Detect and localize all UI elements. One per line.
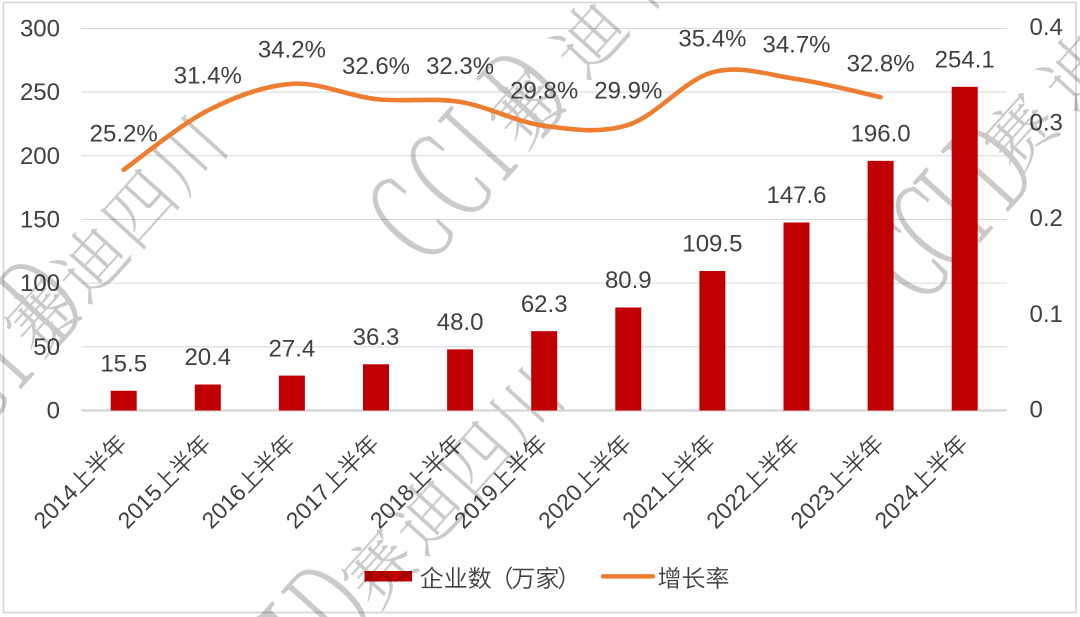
svg-text:32.8%: 32.8% <box>847 51 915 78</box>
svg-text:34.7%: 34.7% <box>762 32 830 59</box>
svg-text:31.4%: 31.4% <box>174 63 242 90</box>
svg-text:200: 200 <box>20 143 60 170</box>
svg-text:0: 0 <box>47 398 60 425</box>
svg-text:32.3%: 32.3% <box>426 53 494 80</box>
svg-text:36.3: 36.3 <box>353 324 400 351</box>
svg-text:0.1: 0.1 <box>1030 301 1063 328</box>
svg-text:27.4: 27.4 <box>269 335 316 362</box>
svg-text:80.9: 80.9 <box>605 267 652 294</box>
svg-text:48.0: 48.0 <box>437 309 484 336</box>
svg-text:147.6: 147.6 <box>766 182 826 209</box>
svg-text:150: 150 <box>20 206 60 233</box>
svg-text:29.8%: 29.8% <box>510 78 578 105</box>
svg-text:254.1: 254.1 <box>935 47 995 74</box>
svg-text:29.9%: 29.9% <box>594 78 662 105</box>
svg-text:109.5: 109.5 <box>682 231 742 258</box>
svg-text:62.3: 62.3 <box>521 291 568 318</box>
svg-text:35.4%: 35.4% <box>678 26 746 53</box>
svg-text:32.6%: 32.6% <box>342 53 410 80</box>
svg-text:15.5: 15.5 <box>100 351 147 378</box>
svg-text:0.4: 0.4 <box>1030 14 1063 41</box>
svg-text:250: 250 <box>20 79 60 106</box>
svg-text:34.2%: 34.2% <box>258 37 326 64</box>
svg-text:196.0: 196.0 <box>851 121 911 148</box>
svg-text:0.2: 0.2 <box>1030 205 1063 232</box>
svg-text:0: 0 <box>1030 396 1043 423</box>
svg-text:20.4: 20.4 <box>184 344 231 371</box>
svg-text:25.2%: 25.2% <box>90 121 158 148</box>
svg-text:300: 300 <box>20 15 60 42</box>
